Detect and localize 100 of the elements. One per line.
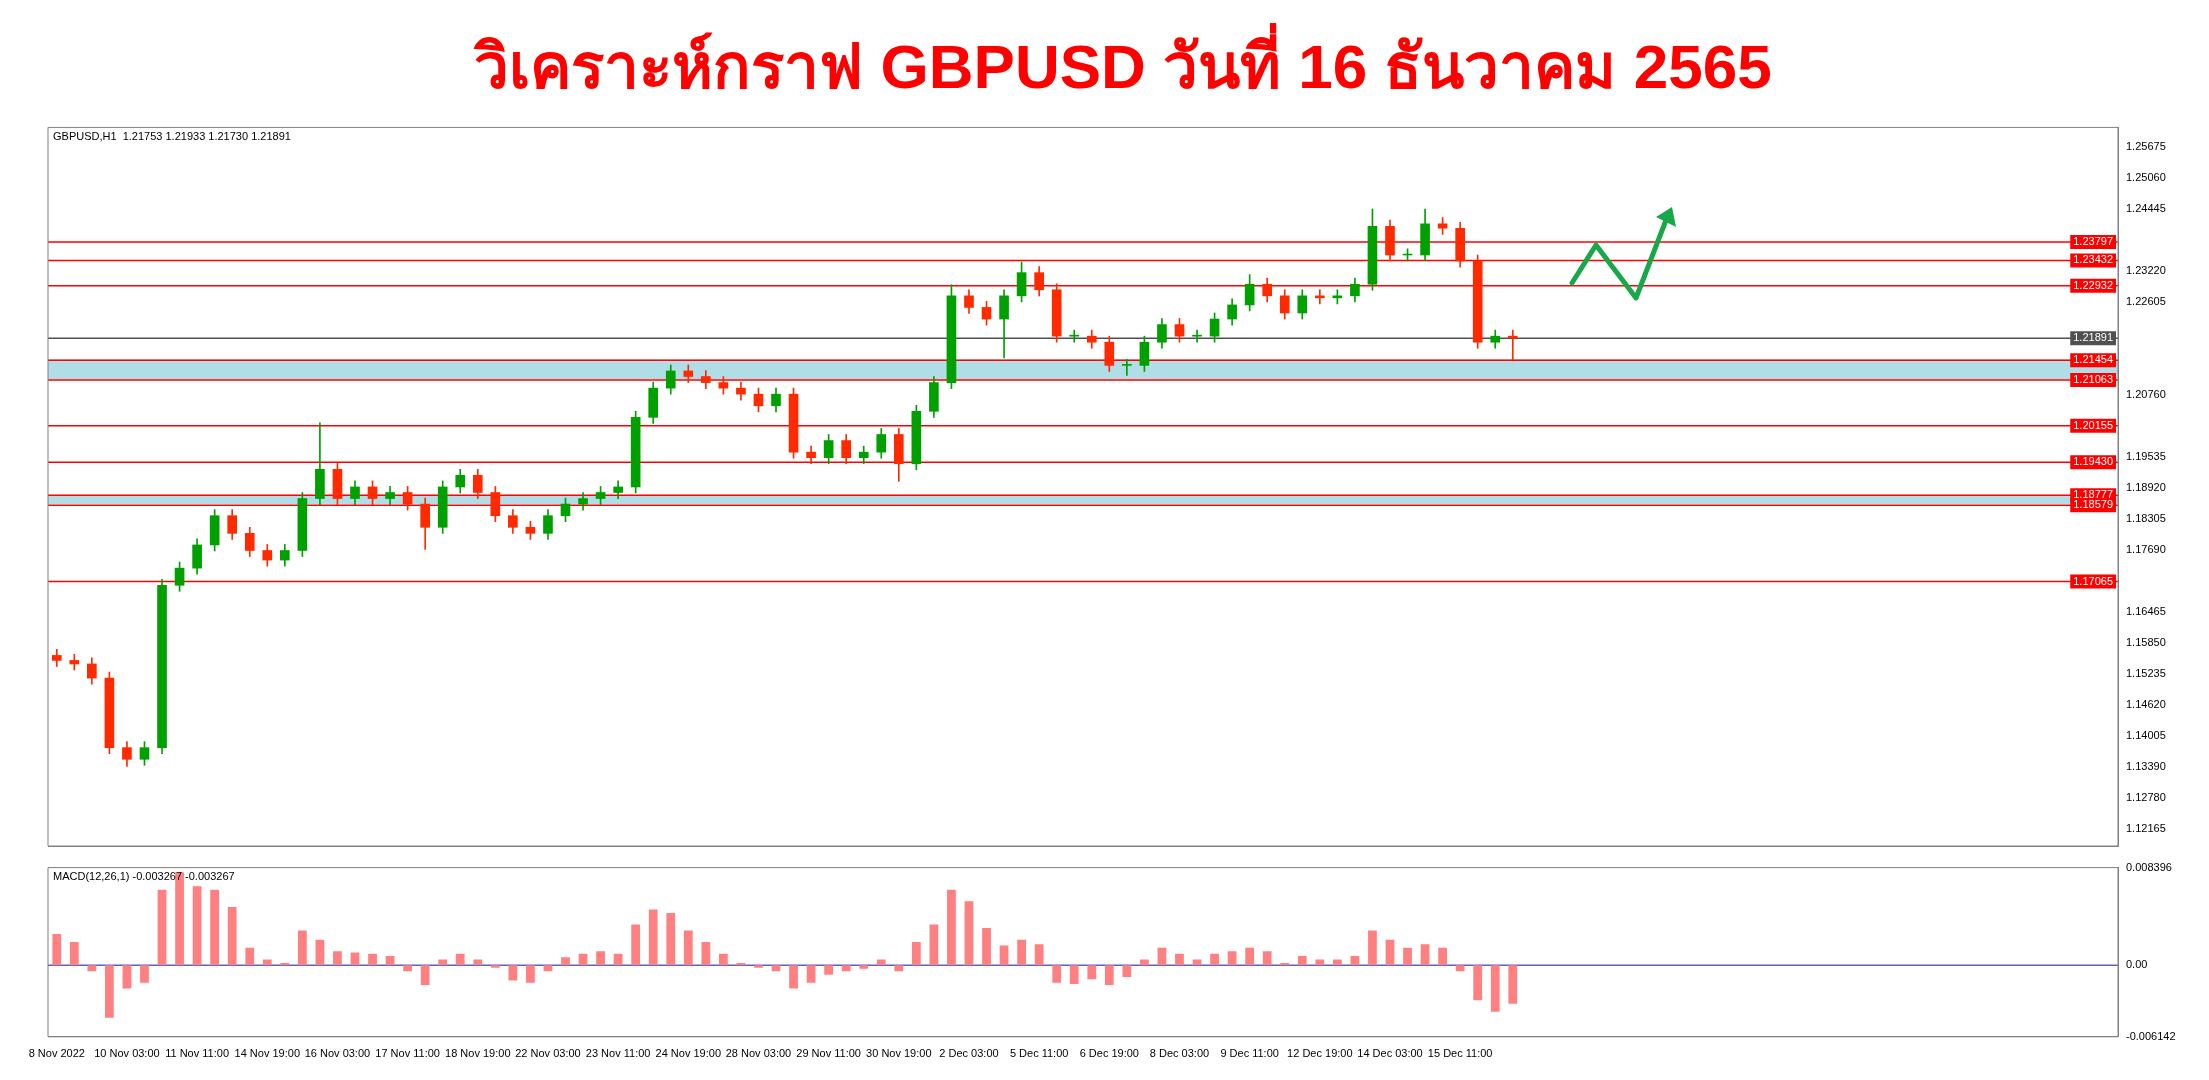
candlestick (1507, 329, 1518, 361)
y-tick-label: 1.16465 (2126, 604, 2166, 617)
bar (754, 965, 763, 968)
bar (455, 953, 465, 966)
bar (1420, 944, 1430, 966)
x-tick-label: 28 Nov 03:00 (725, 1047, 792, 1060)
y-tick-label: -0.006142 (2126, 1029, 2176, 1042)
ref-line-label: 1.21454 (2073, 353, 2113, 366)
bar (613, 953, 623, 966)
bar (122, 965, 132, 989)
bar (1368, 930, 1377, 966)
y-tick-label: 1.15235 (2126, 666, 2166, 679)
bar (1438, 947, 1447, 966)
bar (964, 901, 974, 966)
bar (824, 965, 834, 975)
y-tick-label: 1.22605 (2126, 295, 2166, 308)
bar (1315, 959, 1325, 966)
x-tick-label: 14 Dec 03:00 (1357, 1047, 1423, 1060)
bar (52, 933, 62, 966)
bar (911, 942, 921, 966)
bar (1280, 962, 1290, 966)
bar (1297, 956, 1307, 966)
bar (982, 928, 991, 966)
bar (297, 930, 307, 966)
ref-line-label: 1.21891 (2073, 331, 2113, 344)
x-tick-label: 17 Nov 11:00 (375, 1047, 440, 1060)
bar (561, 957, 570, 966)
bar (719, 953, 728, 966)
bar (894, 965, 904, 972)
bar (87, 965, 97, 972)
bar (508, 965, 518, 981)
bar (1262, 951, 1272, 966)
ref-line-label: 1.18579 (2073, 498, 2113, 511)
y-tick-label: 0.008396 (2126, 860, 2172, 873)
chart-title: วิเคราะห์กราฟ GBPUSD วันที่ 16 ธันวาคม 2565 (473, 22, 1772, 101)
bar (841, 965, 851, 972)
x-tick-label: 22 Nov 03:00 (515, 1047, 581, 1060)
bar (1052, 965, 1062, 983)
annotation: MACD(12,26,1) -0.003267 -0.003267 (53, 870, 235, 883)
bar (262, 959, 272, 966)
bar (1473, 965, 1483, 1001)
bar (1034, 944, 1044, 966)
x-tick-label: 2 Dec 03:00 (939, 1047, 999, 1060)
y-tick-label: 1.12165 (2126, 821, 2166, 834)
bar (806, 965, 816, 983)
ref-line-label: 1.23797 (2073, 235, 2113, 248)
y-tick-label: 1.18305 (2126, 512, 2166, 525)
bar (1017, 939, 1026, 966)
bar (1104, 965, 1114, 986)
bar (438, 959, 448, 966)
bar (490, 965, 500, 968)
bar (1122, 965, 1132, 977)
bar (683, 930, 693, 966)
bar (473, 959, 483, 966)
y-tick-label: 1.14620 (2126, 697, 2166, 710)
bar (1490, 965, 1500, 1012)
bar (140, 965, 149, 983)
bar (1210, 953, 1219, 966)
bar (1227, 951, 1237, 966)
bar (859, 965, 869, 969)
y-tick-label: 1.15850 (2126, 635, 2166, 648)
candlestick (1069, 329, 1080, 343)
y-tick-label: 1.19535 (2126, 449, 2166, 462)
bar (192, 886, 202, 966)
bar (701, 942, 711, 966)
y-tick-label: 1.25675 (2126, 140, 2166, 153)
candlestick (1192, 329, 1202, 343)
x-tick-label: 11 Nov 11:00 (165, 1047, 230, 1060)
x-tick-label: 15 Dec 11:00 (1427, 1047, 1493, 1060)
bar (368, 953, 377, 966)
bar (526, 965, 535, 983)
y-tick-label: 1.24445 (2126, 202, 2166, 215)
bar (1192, 959, 1202, 966)
ref-line-label: 1.23432 (2073, 253, 2113, 266)
bar (245, 947, 255, 966)
ref-line-label: 1.19430 (2073, 455, 2113, 468)
y-tick-label: 1.12780 (2126, 790, 2166, 803)
bar (1175, 953, 1184, 966)
x-tick-label: 16 Nov 03:00 (304, 1047, 371, 1060)
bar (280, 962, 290, 966)
y-tick-label: 0.00 (2126, 958, 2148, 971)
x-tick-label: 6 Dec 19:00 (1079, 1047, 1139, 1060)
y-tick-label: 1.17690 (2126, 543, 2166, 556)
ref-line-label: 1.18777 (2073, 488, 2113, 501)
bar (1403, 947, 1412, 966)
ref-line-label: 1.17065 (2073, 574, 2113, 587)
bar (1087, 965, 1097, 980)
bar (227, 907, 237, 966)
bar (333, 951, 342, 966)
bar (666, 912, 676, 966)
y-tick-label: 1.13390 (2126, 759, 2166, 772)
x-tick-label: 10 Nov 03:00 (94, 1047, 160, 1060)
bar (771, 965, 781, 972)
bar (403, 965, 412, 972)
y-tick-label: 1.23220 (2126, 264, 2166, 277)
bar (1245, 947, 1255, 966)
bar (876, 959, 886, 966)
x-tick-label: 9 Dec 11:00 (1220, 1047, 1279, 1060)
x-tick-label: 24 Nov 19:00 (655, 1047, 722, 1060)
bar (789, 965, 798, 989)
